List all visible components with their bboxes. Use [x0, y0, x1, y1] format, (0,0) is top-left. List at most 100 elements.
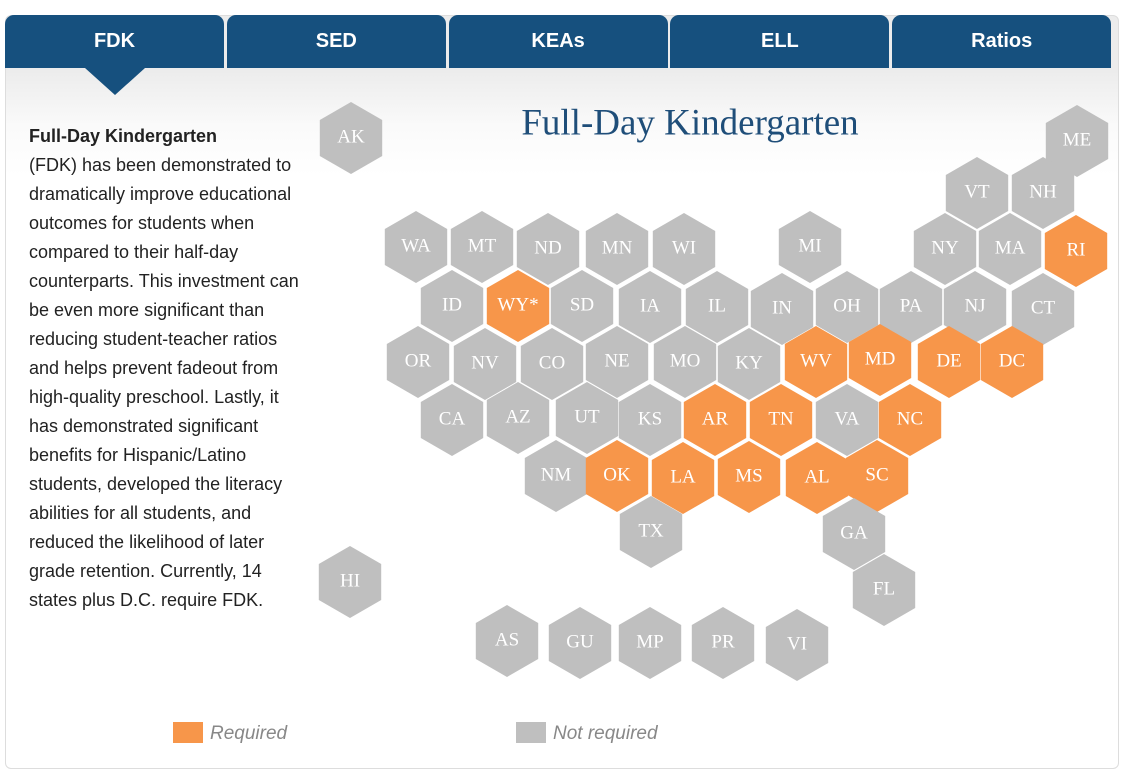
state-hex [548, 607, 612, 679]
state-label: KS [638, 408, 662, 429]
state-hex [652, 213, 716, 285]
state-hex [1045, 105, 1109, 177]
state-hex [486, 270, 550, 342]
state-hex [778, 211, 842, 283]
state-hex [619, 496, 683, 568]
state-label: OR [405, 350, 432, 371]
state-hex [555, 382, 619, 454]
state-hex [943, 271, 1007, 343]
state-label: SD [570, 294, 594, 315]
state-label: IA [640, 295, 660, 316]
state-hex [822, 498, 886, 570]
state-label: MP [636, 631, 663, 652]
state-label: NC [897, 408, 923, 429]
state-hex [453, 328, 517, 400]
state-hex [879, 271, 943, 343]
state-label: WV [800, 350, 832, 371]
state-hex [683, 384, 747, 456]
state-label: AL [804, 466, 829, 487]
state-label: IN [772, 297, 792, 318]
state-hex [784, 326, 848, 398]
state-hex [945, 157, 1009, 229]
state-label: VA [835, 408, 860, 429]
state-hex [765, 609, 829, 681]
state-label: DC [999, 350, 1025, 371]
state-hex [852, 554, 916, 626]
tab[interactable]: FDK [5, 15, 224, 68]
state-label: WA [401, 235, 431, 256]
state-hex [618, 384, 682, 456]
state-label: CO [539, 352, 565, 373]
state-label: TX [638, 520, 664, 541]
tab[interactable]: ELL [670, 15, 890, 68]
tab[interactable]: SED [226, 15, 446, 68]
state-label: GU [566, 631, 594, 652]
state-label: NV [471, 352, 499, 373]
state-label: LA [670, 466, 696, 487]
state-hex [450, 211, 514, 283]
state-label: NE [604, 350, 629, 371]
state-hex [585, 213, 649, 285]
state-hex [384, 211, 448, 283]
state-label: OH [833, 295, 861, 316]
state-label: DE [936, 350, 961, 371]
state-hex [524, 440, 588, 512]
state-hex [585, 326, 649, 398]
state-hex [516, 213, 580, 285]
state-label: NJ [964, 295, 985, 316]
state-label: WY* [497, 294, 538, 315]
state-hex [585, 440, 649, 512]
state-hex [785, 442, 849, 514]
state-hex [1011, 273, 1075, 345]
legend-label: Required [210, 723, 289, 744]
state-label: RI [1067, 239, 1086, 260]
state-label: AS [495, 629, 519, 650]
state-label: HI [340, 570, 360, 591]
state-hex [917, 326, 981, 398]
state-hex [978, 213, 1042, 285]
state-hex [848, 324, 912, 396]
state-label: MI [798, 235, 821, 256]
state-label: CA [439, 408, 466, 429]
description-bold: Full-Day Kindergarten [29, 126, 218, 146]
state-hex [550, 270, 614, 342]
state-label: ND [534, 237, 561, 258]
state-label: SC [865, 464, 888, 485]
state-hex [845, 440, 909, 512]
tab-bar: FDK SED KEAs ELL Ratios [5, 15, 1113, 68]
state-hex [717, 441, 781, 513]
state-hex [815, 384, 879, 456]
state-label: GA [840, 522, 868, 543]
state-hex [749, 384, 813, 456]
state-label: AZ [505, 406, 530, 427]
state-label: PA [900, 295, 923, 316]
state-label: NH [1029, 181, 1057, 202]
state-label: FL [873, 578, 895, 599]
state-label: MD [865, 348, 896, 369]
tab[interactable]: Ratios [892, 15, 1112, 68]
state-hex [1011, 157, 1075, 229]
description-text: (FDK) has been demonstrated to dramatica… [29, 155, 299, 610]
state-label: TN [768, 408, 794, 429]
legend-swatch [173, 722, 203, 743]
state-hex [691, 607, 755, 679]
tab[interactable]: KEAs [448, 15, 668, 68]
state-hex [750, 273, 814, 345]
state-label: NY [931, 237, 959, 258]
state-label: MO [670, 350, 701, 371]
map-title: Full-Day Kindergarten [521, 102, 858, 143]
state-hex [980, 326, 1044, 398]
state-label: KY [735, 352, 763, 373]
state-label: MN [602, 237, 633, 258]
state-label: PR [711, 631, 735, 652]
active-tab-arrow [85, 68, 145, 95]
state-label: MS [735, 465, 762, 486]
state-hex [420, 270, 484, 342]
legend-swatch [516, 722, 546, 743]
state-hex [1044, 215, 1108, 287]
description: Full-Day Kindergarten (FDK) has been demo… [29, 122, 311, 615]
state-hex [878, 384, 942, 456]
state-label: AK [337, 126, 365, 147]
